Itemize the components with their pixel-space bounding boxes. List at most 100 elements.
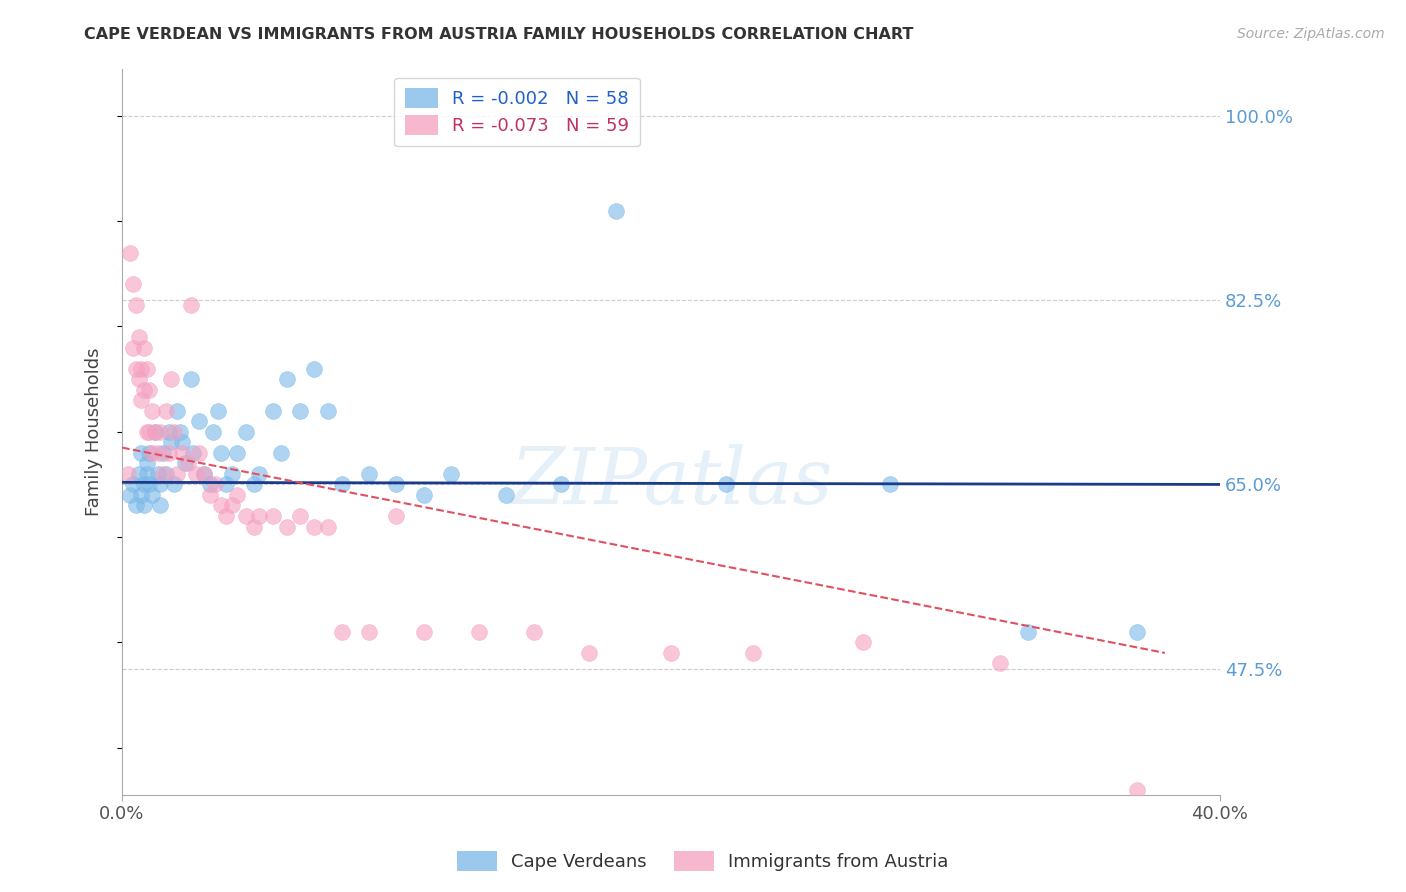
Point <box>468 624 491 639</box>
Point <box>523 624 546 639</box>
Point <box>226 488 249 502</box>
Point <box>129 393 152 408</box>
Point <box>125 499 148 513</box>
Point <box>128 467 150 481</box>
Point <box>207 403 229 417</box>
Point <box>247 509 270 524</box>
Point <box>412 624 434 639</box>
Point <box>163 425 186 439</box>
Point <box>1126 624 1149 639</box>
Point <box>135 425 157 439</box>
Point <box>166 467 188 481</box>
Point <box>1126 782 1149 797</box>
Point <box>125 298 148 312</box>
Point <box>198 477 221 491</box>
Point <box>129 361 152 376</box>
Point <box>177 456 200 470</box>
Point <box>221 467 243 481</box>
Point <box>262 403 284 417</box>
Y-axis label: Family Households: Family Households <box>86 348 103 516</box>
Point <box>149 499 172 513</box>
Point <box>316 403 339 417</box>
Point <box>180 298 202 312</box>
Point <box>132 383 155 397</box>
Point <box>146 446 169 460</box>
Point <box>160 372 183 386</box>
Point <box>187 414 209 428</box>
Point <box>149 477 172 491</box>
Point <box>276 519 298 533</box>
Point <box>187 446 209 460</box>
Legend: Cape Verdeans, Immigrants from Austria: Cape Verdeans, Immigrants from Austria <box>450 844 956 879</box>
Point <box>742 646 765 660</box>
Point <box>302 519 325 533</box>
Point <box>235 425 257 439</box>
Point <box>226 446 249 460</box>
Point <box>242 519 264 533</box>
Point <box>412 488 434 502</box>
Text: CAPE VERDEAN VS IMMIGRANTS FROM AUSTRIA FAMILY HOUSEHOLDS CORRELATION CHART: CAPE VERDEAN VS IMMIGRANTS FROM AUSTRIA … <box>84 27 914 42</box>
Point <box>186 467 208 481</box>
Point <box>146 467 169 481</box>
Point <box>440 467 463 481</box>
Point <box>120 488 142 502</box>
Point <box>122 341 145 355</box>
Point <box>578 646 600 660</box>
Point <box>141 488 163 502</box>
Point <box>1017 624 1039 639</box>
Point <box>169 425 191 439</box>
Point <box>132 341 155 355</box>
Point <box>357 467 380 481</box>
Point <box>155 467 177 481</box>
Point <box>242 477 264 491</box>
Point <box>262 509 284 524</box>
Point <box>204 477 226 491</box>
Point <box>221 499 243 513</box>
Point <box>247 467 270 481</box>
Point <box>143 425 166 439</box>
Point <box>330 477 353 491</box>
Point <box>659 646 682 660</box>
Point <box>209 499 232 513</box>
Point <box>143 425 166 439</box>
Point <box>163 477 186 491</box>
Point <box>605 203 627 218</box>
Point <box>117 467 139 481</box>
Point <box>385 509 408 524</box>
Point <box>198 488 221 502</box>
Text: ZIPatlas: ZIPatlas <box>510 444 832 521</box>
Point <box>166 403 188 417</box>
Point <box>135 361 157 376</box>
Point <box>157 446 180 460</box>
Point <box>157 425 180 439</box>
Point <box>201 425 224 439</box>
Point <box>193 467 215 481</box>
Text: Source: ZipAtlas.com: Source: ZipAtlas.com <box>1237 27 1385 41</box>
Point <box>714 477 737 491</box>
Point <box>122 477 145 491</box>
Point <box>129 488 152 502</box>
Point <box>215 509 238 524</box>
Point <box>290 403 312 417</box>
Point <box>132 499 155 513</box>
Point <box>138 446 160 460</box>
Point <box>138 383 160 397</box>
Point <box>174 456 197 470</box>
Point <box>141 403 163 417</box>
Point <box>135 467 157 481</box>
Point <box>172 435 194 450</box>
Point <box>129 446 152 460</box>
Point <box>988 657 1011 671</box>
Point <box>193 467 215 481</box>
Point <box>152 467 174 481</box>
Point <box>180 372 202 386</box>
Point <box>215 477 238 491</box>
Point <box>357 624 380 639</box>
Point <box>135 456 157 470</box>
Point <box>385 477 408 491</box>
Point <box>128 330 150 344</box>
Point <box>141 446 163 460</box>
Point <box>172 446 194 460</box>
Point <box>209 446 232 460</box>
Point <box>270 446 292 460</box>
